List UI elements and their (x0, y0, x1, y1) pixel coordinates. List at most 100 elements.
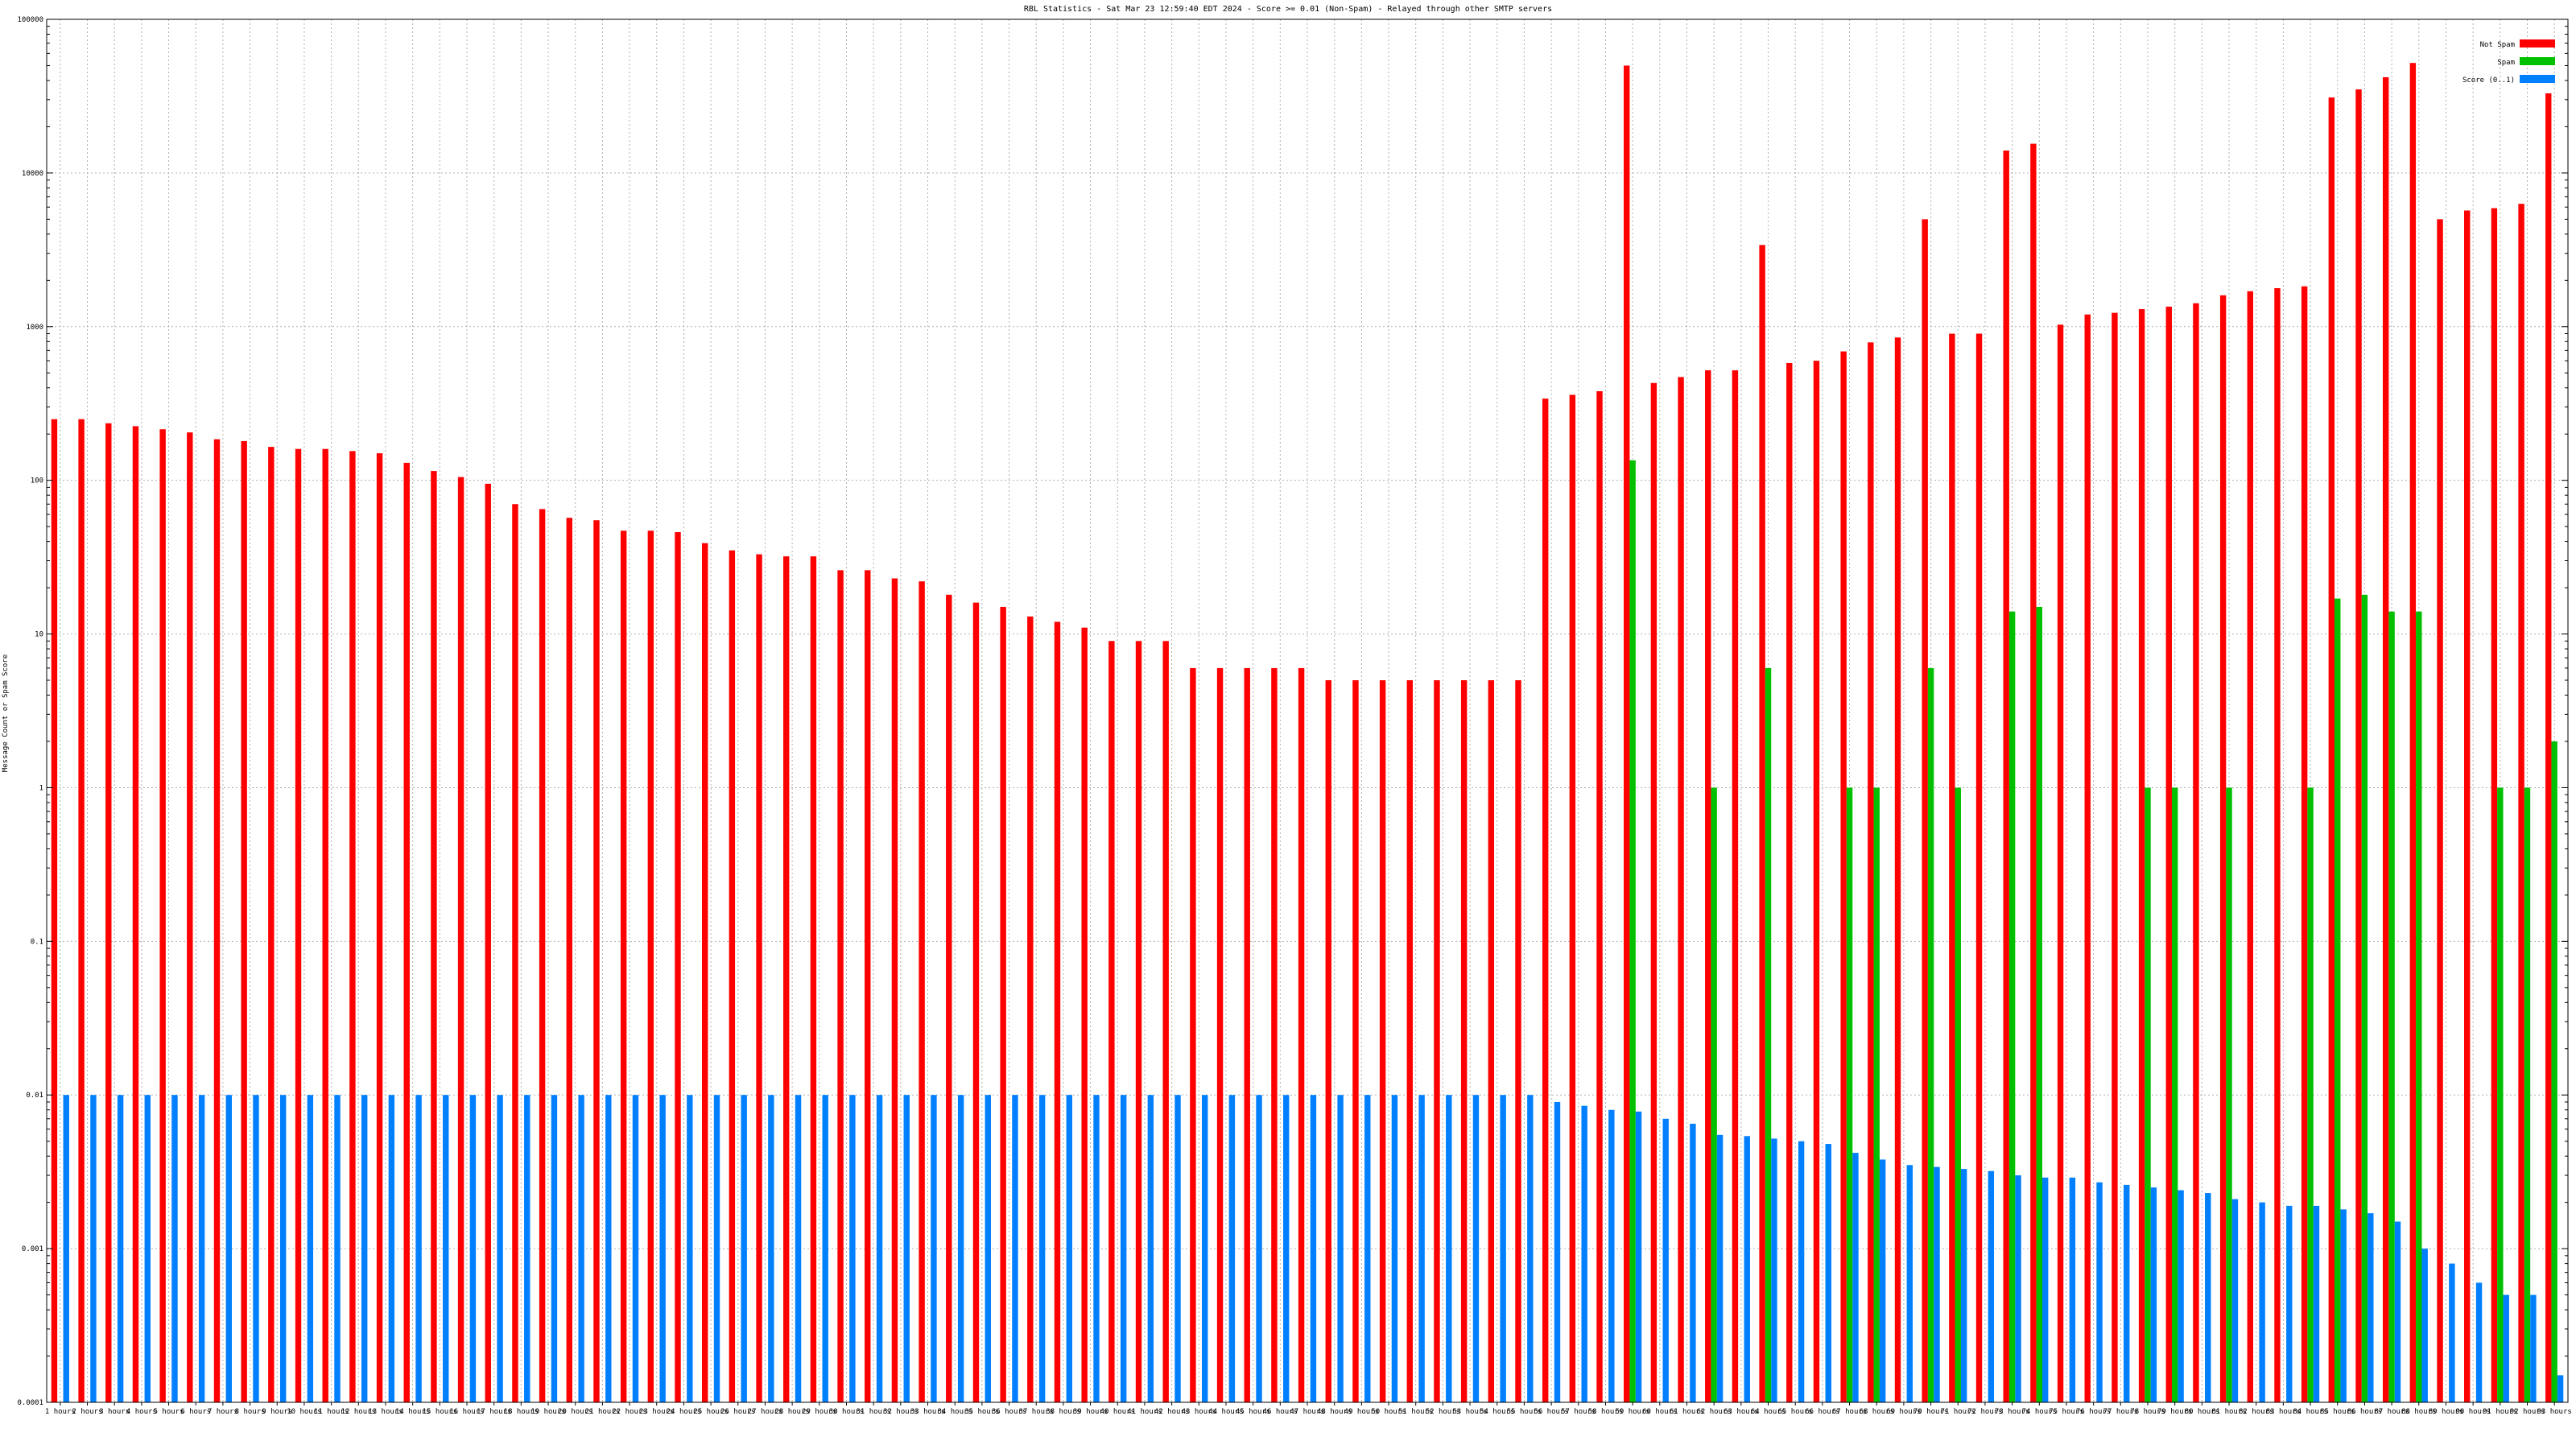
bars (51, 63, 2564, 1403)
bar-not-spam (2382, 76, 2389, 1403)
x-tick-label: 63 hours (1724, 1408, 1758, 1416)
x-tick-label: 40 hours (1100, 1408, 1135, 1416)
bar-not-spam (1081, 627, 1088, 1402)
bar-not-spam (322, 448, 328, 1403)
bar-not-spam (1054, 621, 1061, 1402)
bar-spam (1873, 787, 1880, 1402)
bar-score (1066, 1095, 1073, 1402)
bar-score (795, 1095, 802, 1402)
bar-not-spam (2057, 324, 2064, 1403)
bar-not-spam (295, 448, 302, 1403)
x-tick-label: 50 hours (1371, 1408, 1406, 1416)
bar-spam (2524, 787, 2531, 1402)
bar-not-spam (1190, 667, 1196, 1402)
bar-not-spam (2518, 204, 2524, 1403)
x-tick-label: 62 hours (1696, 1408, 1731, 1416)
y-tick-label: 1 (39, 784, 43, 792)
bar-score (1012, 1095, 1018, 1402)
bar-score (1798, 1141, 1805, 1402)
bar-spam (2416, 611, 2422, 1402)
bar-score (2231, 1199, 2239, 1402)
x-tick-label: 13 hours (368, 1408, 402, 1416)
x-tick-label: 67 hours (1832, 1408, 1867, 1416)
bar-not-spam (837, 570, 844, 1402)
x-tick-label: 21 hours (585, 1408, 620, 1416)
bar-not-spam (2355, 89, 2362, 1402)
bar-not-spam (1922, 219, 1928, 1402)
bar-spam (2551, 741, 2557, 1402)
bar-not-spam (1488, 680, 1495, 1402)
bar-not-spam (1650, 382, 1657, 1402)
bar-not-spam (1027, 616, 1034, 1402)
bar-not-spam (1596, 390, 1603, 1402)
bar-not-spam (1515, 680, 1521, 1402)
x-tick-label: 55 hours (1507, 1408, 1542, 1416)
bar-not-spam (213, 439, 221, 1403)
bar-score (1608, 1109, 1615, 1402)
bar-spam (1711, 787, 1717, 1402)
bar-score (1906, 1165, 1913, 1402)
bar-score (876, 1095, 883, 1402)
bar-score (713, 1095, 720, 1402)
bar-score (1825, 1144, 1831, 1402)
bar-not-spam (457, 477, 464, 1403)
bar-score (307, 1095, 314, 1402)
bar-not-spam (1868, 342, 1874, 1403)
bar-not-spam (972, 602, 980, 1402)
bar-not-spam (946, 594, 952, 1402)
x-tick-label: 25 hours (693, 1408, 728, 1416)
bar-not-spam (2247, 291, 2254, 1403)
x-tick-label: 32 hours (883, 1408, 918, 1416)
y-tick-label: 0.01 (26, 1092, 43, 1100)
bar-score (2124, 1184, 2130, 1402)
bar-spam (1765, 667, 1772, 1402)
x-tick-label: 11 hours (314, 1408, 349, 1416)
bar-score (768, 1095, 774, 1402)
bar-not-spam (2328, 97, 2335, 1403)
bar-not-spam (566, 518, 573, 1402)
x-tick-label: 45 hours (1236, 1408, 1270, 1416)
x-tick-label: 53 hours (1452, 1408, 1487, 1416)
x-tick-label: 69 hours (1886, 1408, 1921, 1416)
bar-score (1283, 1095, 1290, 1402)
bar-not-spam (1786, 362, 1793, 1402)
bar-score (605, 1095, 612, 1402)
x-tick-label: 56 hours (1534, 1408, 1568, 1416)
bar-score (117, 1095, 124, 1402)
bar-score (1554, 1101, 1561, 1402)
x-tick-label: 17 hours (477, 1408, 511, 1416)
bar-score (63, 1095, 69, 1402)
bar-score (1337, 1095, 1344, 1402)
x-tick-label: 7 hours (208, 1408, 238, 1416)
bar-not-spam (1379, 680, 1386, 1402)
bar-spam (1846, 787, 1853, 1402)
x-tick-label: 75 hours (2049, 1408, 2083, 1416)
x-tick-label: 34 hours (938, 1408, 972, 1416)
bar-score (2178, 1190, 2184, 1402)
legend-label: Score (0..1) (2462, 76, 2515, 85)
x-tick-label: 66 hours (1805, 1408, 1839, 1416)
bar-score (2041, 1177, 2049, 1402)
bar-spam (2036, 606, 2042, 1402)
bar-not-spam (376, 453, 383, 1403)
x-tick-label: 88 hours (2401, 1408, 2436, 1416)
bar-score (1418, 1095, 1425, 1402)
x-tick-label: 74 hours (2022, 1408, 2057, 1416)
bar-score (1662, 1118, 1669, 1402)
bar-score (2015, 1175, 2021, 1402)
bar-spam (2361, 594, 2368, 1402)
bar-score (1581, 1105, 1587, 1402)
bar-spam (2226, 787, 2232, 1402)
bar-not-spam (1569, 394, 1576, 1402)
x-tick-label: 57 hours (1561, 1408, 1596, 1416)
y-axis-label: Message Count or Spam Score (2, 654, 10, 772)
bar-score (253, 1095, 259, 1402)
bar-not-spam (701, 543, 708, 1402)
bar-not-spam (159, 429, 166, 1402)
bar-not-spam (2409, 63, 2417, 1403)
x-tick-label: 92 hours (2510, 1408, 2545, 1416)
x-tick-label: 16 hours (449, 1408, 484, 1416)
x-tick-label: 29 hours (802, 1408, 836, 1416)
bar-score (2096, 1182, 2103, 1402)
bar-not-spam (1732, 369, 1739, 1402)
